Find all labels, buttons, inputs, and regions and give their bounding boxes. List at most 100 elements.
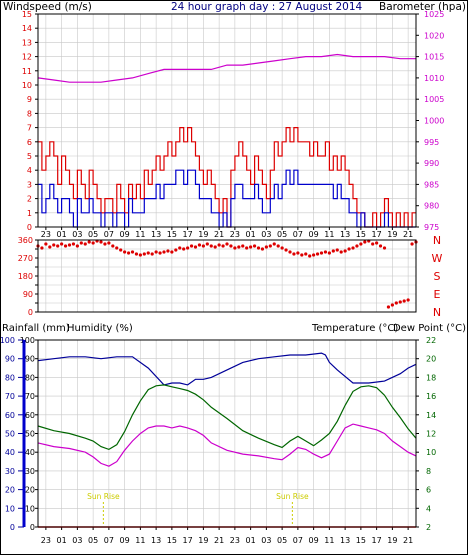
direction-point <box>44 242 48 246</box>
series-average-line <box>38 169 416 228</box>
series-gust-line <box>38 127 416 228</box>
windspeed-x-tick-label: 17 <box>372 230 382 239</box>
barometer-tick-label: 1010 <box>424 74 444 83</box>
direction-point <box>382 246 387 250</box>
direction-point <box>52 243 56 247</box>
direction-point <box>394 301 398 305</box>
direction-point <box>83 242 87 246</box>
humidity-tick-label: 80 <box>25 373 35 382</box>
direction-point <box>260 247 265 251</box>
direction-point <box>272 242 276 246</box>
direction-point <box>134 252 139 256</box>
dewpoint-axis-title: Dew Point (°C) <box>393 323 466 334</box>
direction-point <box>154 250 158 254</box>
rainfall-tick-label: 90 <box>5 355 15 364</box>
sunrise-label: Sun Rise <box>87 492 120 501</box>
direction-point <box>193 245 198 249</box>
windspeed-x-tick-label: 07 <box>104 230 114 239</box>
barometer-tick-label: 980 <box>424 202 439 211</box>
series-dew-point-line <box>37 423 417 467</box>
windspeed-x-tick-label: 09 <box>120 230 130 239</box>
direction-tick-label: 360 <box>18 236 33 245</box>
series-humidity-line <box>37 352 417 386</box>
windspeed-tick-label: 6 <box>27 138 32 147</box>
rainfall-tick-label: 20 <box>5 486 15 495</box>
direction-tick-label: 0 <box>28 308 33 317</box>
direction-point <box>170 250 174 254</box>
barometer-tick-label: 975 <box>424 223 439 232</box>
humidity-x-tick-label: 19 <box>387 536 397 545</box>
direction-point <box>347 247 351 251</box>
humidity-tick-label: 40 <box>25 448 35 457</box>
humidity-tick-label: 50 <box>25 430 35 439</box>
direction-point <box>182 247 186 251</box>
temperature-tick-label: 6 <box>426 486 431 495</box>
temperature-tick-label: 12 <box>426 430 436 439</box>
direction-point <box>402 299 406 303</box>
direction-point <box>233 246 237 250</box>
direction-point <box>87 240 91 244</box>
direction-point <box>319 251 324 255</box>
humidity-tick-label: 60 <box>25 411 35 420</box>
direction-point <box>300 253 304 257</box>
humidity-x-tick-label: 11 <box>324 536 334 545</box>
rainfall-tick-label: 60 <box>5 411 15 420</box>
compass-label-e: E <box>434 288 441 301</box>
windspeed-x-tick-label: 05 <box>277 230 287 239</box>
direction-point <box>56 244 60 248</box>
direction-point <box>406 298 410 302</box>
windspeed-x-tick-label: 03 <box>261 230 271 239</box>
humidity-temperature-panel: 0 0 10 10 20 20 30 30 40 40 50 50 60 60 70 70 80 80 90 90 10… <box>0 336 436 532</box>
compass-label-n: N <box>433 306 441 319</box>
humidity-x-tick-label: 03 <box>261 536 271 545</box>
direction-point <box>229 244 233 248</box>
direction-point <box>284 248 288 252</box>
direction-point <box>48 245 52 249</box>
direction-point <box>335 248 339 252</box>
windspeed-tick-label: 15 <box>22 10 32 19</box>
humidity-x-tick-label: 07 <box>104 536 114 545</box>
windspeed-x-tick-label: 19 <box>387 230 397 239</box>
direction-point <box>40 246 44 250</box>
direction-point <box>99 240 103 244</box>
direction-point <box>221 244 225 248</box>
direction-point <box>371 242 375 246</box>
humidity-x-tick-label: 11 <box>135 536 145 545</box>
humidity-axis-title: Humidity (%) <box>67 323 133 334</box>
humidity-tick-label: 30 <box>25 467 35 476</box>
direction-point <box>150 252 154 256</box>
direction-point <box>296 251 300 255</box>
direction-point <box>241 244 245 248</box>
direction-point <box>355 244 359 248</box>
direction-point <box>410 242 414 246</box>
windspeed-tick-label: 1 <box>27 209 32 218</box>
windspeed-x-tick-label: 15 <box>167 230 177 239</box>
humidity-x-tick-label: 01 <box>57 536 67 545</box>
windspeed-tick-label: 4 <box>27 166 32 175</box>
direction-point <box>197 243 202 247</box>
direction-tick-label: 180 <box>18 272 33 281</box>
windspeed-x-tick-label: 23 <box>41 230 51 239</box>
barometer-tick-label: 985 <box>424 180 439 189</box>
humidity-x-tick-label: 21 <box>403 536 413 545</box>
temperature-tick-label: 10 <box>426 448 436 457</box>
humidity-x-tick-label: 13 <box>340 536 350 545</box>
direction-plot-frame <box>37 239 417 313</box>
direction-tick-label: 270 <box>18 254 33 263</box>
humidity-x-tick-label: 09 <box>120 536 130 545</box>
windspeed-tick-label: 3 <box>27 180 32 189</box>
humidity-x-tick-label: 17 <box>183 536 193 545</box>
rainfall-tick-label: 30 <box>5 467 15 476</box>
rainfall-tick-label: 100 <box>0 336 15 345</box>
humidity-x-tick-label: 05 <box>277 536 287 545</box>
windspeed-tick-label: 14 <box>22 24 32 33</box>
humidity-x-tick-label: 09 <box>309 536 319 545</box>
direction-point <box>264 245 268 249</box>
temperature-tick-label: 22 <box>426 336 436 345</box>
direction-point <box>386 305 391 309</box>
direction-point <box>343 249 347 253</box>
windspeed-x-tick-label: 19 <box>198 230 208 239</box>
windspeed-x-tick-label: 01 <box>57 230 67 239</box>
barometer-tick-label: 990 <box>424 159 439 168</box>
